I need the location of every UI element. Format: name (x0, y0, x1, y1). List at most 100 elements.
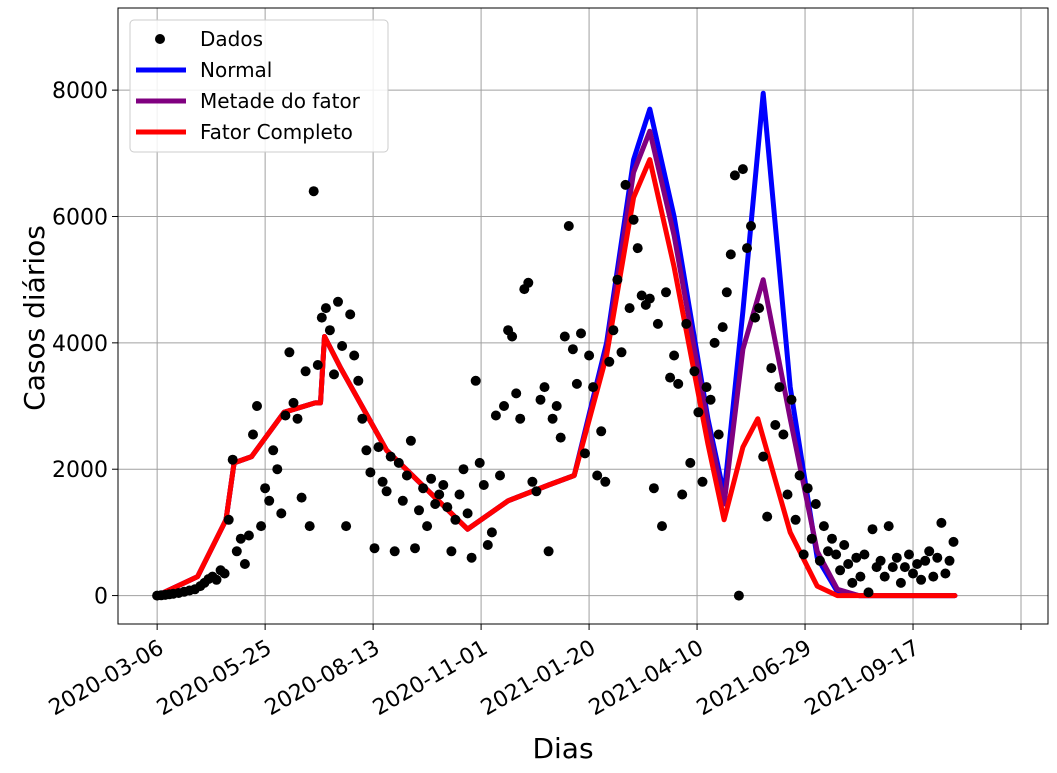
data-point (916, 574, 927, 585)
data-point (596, 426, 607, 437)
y-tick-label: 4000 (52, 332, 108, 357)
data-point (462, 508, 473, 519)
data-point (608, 325, 619, 336)
data-point (657, 521, 667, 532)
data-point (920, 555, 931, 566)
data-point (580, 448, 590, 459)
data-point (746, 221, 756, 231)
data-point (790, 514, 801, 525)
data-point (733, 590, 744, 601)
x-tick-label: 2021-06-29 (693, 636, 816, 722)
data-point (329, 369, 339, 380)
data-point (296, 492, 307, 503)
data-point (818, 521, 829, 532)
data-point (426, 473, 437, 484)
data-point (422, 521, 433, 532)
data-point (754, 303, 765, 314)
data-point (855, 571, 866, 582)
data-point (806, 533, 817, 544)
legend: Dados Normal Metade do fator Fator Completo (129, 19, 389, 153)
data-point (750, 312, 761, 323)
data-point (628, 214, 639, 225)
data-point (320, 303, 331, 314)
data-point (851, 552, 862, 563)
data-point (766, 363, 777, 374)
data-point (908, 568, 918, 579)
legend-label: Fator Completo (200, 120, 353, 144)
data-point (507, 331, 518, 342)
data-point (239, 559, 250, 569)
plot-frame (117, 7, 1049, 625)
data-point (527, 476, 538, 487)
data-point (454, 489, 465, 500)
data-point (948, 536, 959, 547)
legend-box (129, 19, 389, 153)
data-point (559, 331, 570, 342)
series-line-1 (154, 90, 958, 599)
data-point (677, 489, 688, 500)
data-point (571, 378, 582, 389)
data-point (369, 543, 380, 554)
data-point (891, 552, 902, 563)
data-point (531, 486, 542, 497)
data-point (256, 521, 267, 532)
x-tick-label: 2021-09-17 (801, 636, 924, 722)
data-point (547, 413, 558, 424)
data-point (827, 533, 837, 544)
data-point (474, 457, 485, 468)
data-point (904, 549, 914, 560)
x-tick-label: 2021-04-10 (585, 636, 708, 722)
data-point (470, 375, 481, 386)
data-point (410, 543, 420, 554)
data-point (782, 489, 793, 500)
series-lines (154, 90, 958, 599)
data-point (292, 413, 303, 424)
data-point (661, 287, 671, 298)
series-line-2 (154, 128, 958, 599)
legend-label: Metade do fator (200, 89, 361, 113)
data-point (401, 470, 412, 481)
data-point (495, 470, 505, 481)
data-point (288, 397, 299, 408)
data-point (636, 290, 647, 301)
data-point (717, 322, 728, 333)
data-point (721, 287, 732, 298)
legend-marker (155, 34, 165, 44)
data-point (442, 502, 453, 513)
series-line-3 (154, 157, 958, 599)
data-point (337, 341, 348, 351)
data-point (490, 410, 501, 421)
x-tick-label: 2020-05-25 (153, 636, 276, 722)
data-point (389, 546, 400, 557)
data-point (393, 457, 404, 468)
data-point (810, 499, 821, 509)
data-point (511, 388, 522, 399)
data-point (729, 170, 740, 181)
data-point (778, 429, 789, 440)
data-point (377, 476, 388, 487)
data-point (689, 366, 700, 377)
data-point (620, 179, 631, 190)
data-point (523, 277, 534, 288)
data-point (235, 533, 246, 544)
data-point (592, 470, 603, 481)
data-point (231, 546, 242, 557)
legend-label: Normal (200, 58, 272, 82)
data-point (535, 394, 546, 405)
data-point (341, 521, 352, 532)
data-point (405, 435, 416, 446)
data-point (304, 521, 315, 532)
data-point (859, 549, 870, 560)
data-point (669, 350, 680, 361)
legend-label: Dados (200, 27, 263, 51)
x-axis-ticks: 2020-03-062020-05-252020-08-132020-11-01… (45, 624, 1022, 722)
data-point (361, 445, 372, 456)
data-point (430, 499, 441, 509)
data-point (260, 483, 271, 494)
x-tick-label: 2020-08-13 (261, 636, 384, 722)
x-tick-label: 2021-01-20 (477, 636, 600, 722)
data-point (604, 356, 615, 367)
data-point (345, 309, 356, 320)
data-point (867, 524, 878, 535)
